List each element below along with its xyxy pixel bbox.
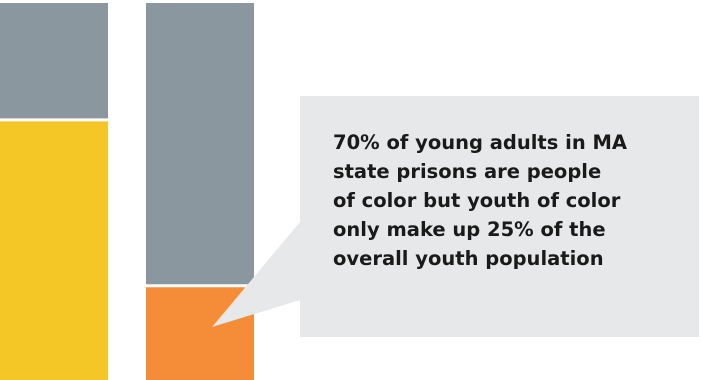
callout-box [212,96,699,337]
bar-1-segment-1 [0,119,108,380]
bar-2-segment-2 [146,3,254,286]
callout-annotation-text: 70% of young adults in MA state prisons … [333,131,628,270]
bars-layer [0,3,254,380]
bar-1-segment-2 [0,3,108,120]
